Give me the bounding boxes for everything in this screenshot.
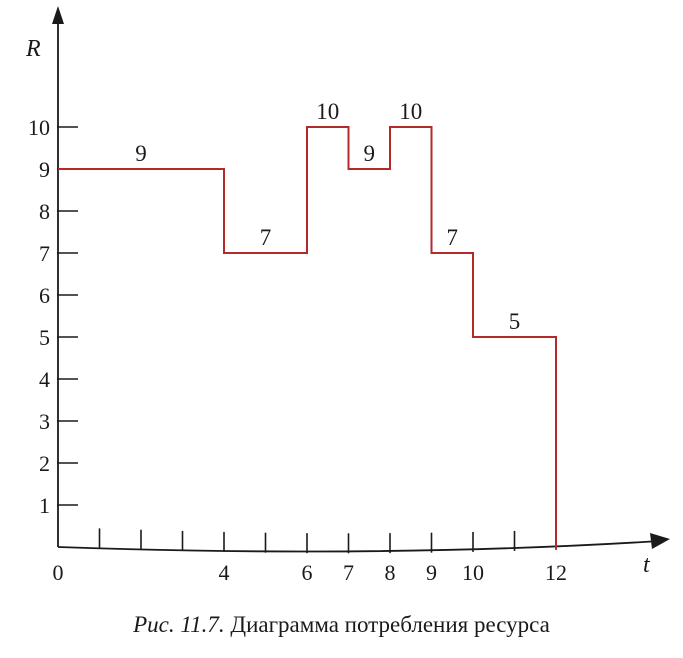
segment-value-label: 10 xyxy=(316,99,339,124)
y-axis-arrow-icon xyxy=(52,6,64,24)
x-tick-label: 12 xyxy=(545,560,567,585)
y-tick-label: 9 xyxy=(39,157,50,182)
x-ticks: 0 4 6 7 8 9 10 12 xyxy=(53,528,567,585)
segment-value-label: 7 xyxy=(447,225,459,250)
x-axis-arrow-icon xyxy=(650,533,670,549)
segment-value-label: 9 xyxy=(135,141,147,166)
segment-value-labels: 9 7 10 9 10 7 5 xyxy=(135,99,520,334)
figure-caption-text: Диаграмма потребления ресурса xyxy=(230,612,550,637)
y-tick-label: 1 xyxy=(39,493,50,518)
y-tick-label: 7 xyxy=(39,241,50,266)
y-ticks: 1 2 3 4 5 6 7 8 9 10 xyxy=(28,115,78,518)
step-series xyxy=(58,126,557,550)
segment-value-label: 10 xyxy=(399,99,422,124)
segment-value-label: 7 xyxy=(260,225,272,250)
y-axis-label: R xyxy=(25,36,41,62)
x-tick-label: 0 xyxy=(53,560,64,585)
x-axis-label: t xyxy=(643,552,651,578)
x-axis xyxy=(57,540,661,553)
figure-number: Рис. 11.7. xyxy=(133,612,225,637)
y-tick-label: 4 xyxy=(39,367,50,392)
y-tick-label: 6 xyxy=(39,283,50,308)
x-tick-label: 9 xyxy=(426,560,437,585)
x-tick-label: 10 xyxy=(462,560,484,585)
x-tick-label: 7 xyxy=(343,560,354,585)
y-tick-label: 5 xyxy=(39,325,50,350)
figure-caption: Рис. 11.7. Диаграмма потребления ресурса xyxy=(0,612,683,638)
y-tick-label: 8 xyxy=(39,199,50,224)
segment-value-label: 5 xyxy=(509,309,521,334)
y-tick-label: 3 xyxy=(39,409,50,434)
step-line xyxy=(58,126,557,550)
x-tick-label: 4 xyxy=(219,560,230,585)
x-tick-label: 6 xyxy=(302,560,313,585)
segment-value-label: 9 xyxy=(364,141,376,166)
y-tick-label: 2 xyxy=(39,451,50,476)
x-tick-label: 8 xyxy=(385,560,396,585)
y-tick-label: 10 xyxy=(28,115,50,140)
